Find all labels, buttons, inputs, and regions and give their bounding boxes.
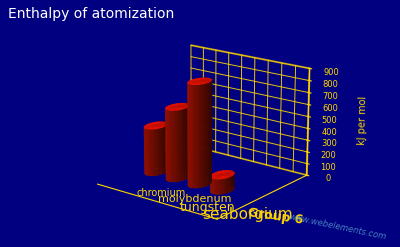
Text: www.webelements.com: www.webelements.com <box>288 212 387 242</box>
Text: Group 6: Group 6 <box>247 206 304 226</box>
Text: Enthalpy of atomization: Enthalpy of atomization <box>8 7 174 21</box>
